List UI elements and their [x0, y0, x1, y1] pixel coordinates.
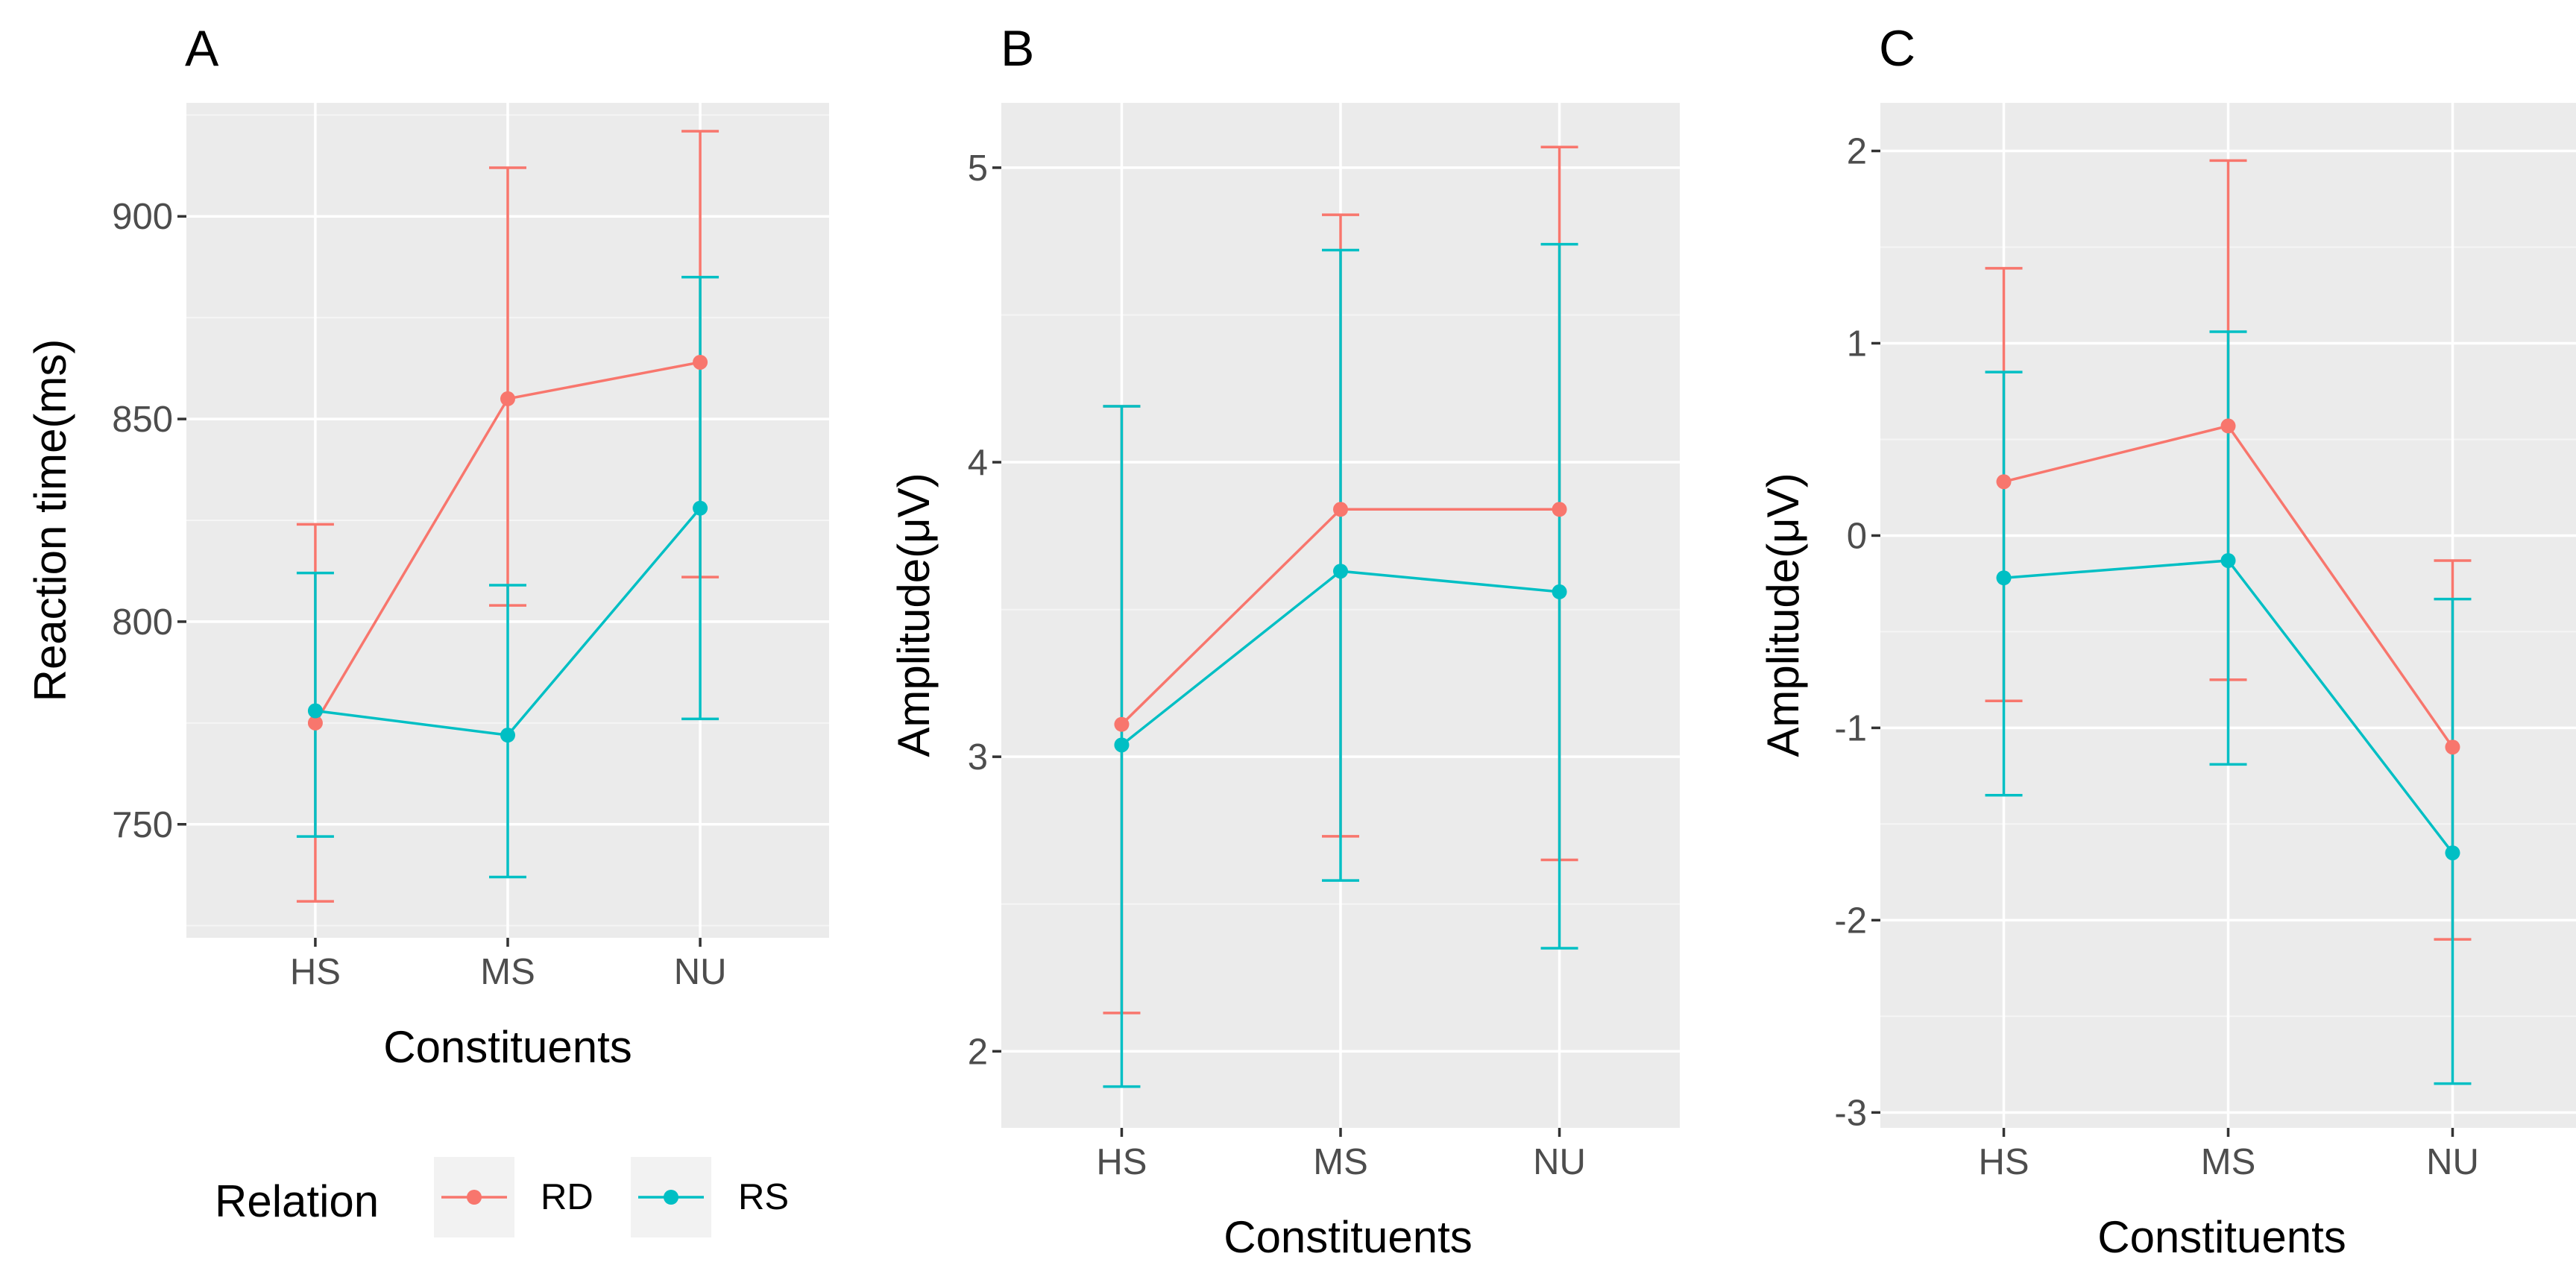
panel-a-y-tick-label: 900 [112, 197, 173, 237]
legend-key-rs-point [664, 1190, 678, 1205]
panel-c-data [1985, 159, 2472, 1085]
panel-a-x-tick-label: HS [290, 952, 341, 992]
panel-b-point-rs [1114, 737, 1130, 753]
panel-b-y-tick-label: 2 [968, 1032, 988, 1072]
panel-c-errorbar-rs [2434, 597, 2472, 1085]
panel-b: B 2 3 4 5 HS MS NU Constituents Amplitude(μV) [889, 20, 1680, 1262]
panel-c-point-rs [2220, 552, 2236, 568]
panel-a-point-rs [693, 500, 708, 516]
panel-c-point-rs [2445, 845, 2460, 861]
panel-a-point-rs [307, 703, 323, 719]
panel-a-errorbar-rs [681, 276, 719, 721]
panel-a-x-tick-label: MS [480, 952, 535, 992]
panel-c-y-tick-label: 0 [1847, 516, 1867, 556]
legend-key-rd-point [467, 1190, 482, 1205]
panel-c-x-axis-title: Constituents [2097, 1212, 2346, 1262]
legend-label-rs: RS [738, 1177, 789, 1217]
panel-c: C -3 -2 -1 0 1 2 HS MS NU Constituents Amplitud… [1758, 20, 2576, 1262]
panel-b-point-rd [1333, 502, 1348, 517]
panel-a-x-ticks: HS MS NU [290, 938, 727, 992]
panel-b-x-tick-label: MS [1313, 1142, 1368, 1182]
panel-b-point-rs [1552, 584, 1567, 599]
panel-c-y-tick-label: -3 [1834, 1093, 1867, 1133]
panel-c-point-rs [1996, 570, 2012, 586]
panel-b-y-tick-label: 3 [968, 737, 988, 778]
panel-b-data [1103, 145, 1578, 1088]
panel-c-y-ticks: -3 -2 -1 0 1 2 [1834, 131, 1880, 1133]
panel-c-point-rd [2220, 418, 2236, 434]
panel-c-y-axis-title: Amplitude(μV) [1758, 473, 1808, 757]
panel-a-point-rd [307, 715, 323, 731]
panel-a-letter: A [185, 20, 219, 77]
panel-c-errorbar-rs [2209, 330, 2247, 766]
panel-a-x-tick-label: NU [674, 952, 727, 992]
panel-c-x-ticks: HS MS NU [1978, 1128, 2479, 1182]
panel-c-y-tick-label: -2 [1834, 901, 1867, 941]
panel-a-point-rd [500, 391, 515, 406]
panel-b-point-rs [1333, 564, 1348, 579]
panel-c-y-tick-label: 1 [1847, 324, 1867, 364]
panel-a-data [296, 130, 719, 903]
panel-c-x-tick-label: MS [2201, 1142, 2256, 1182]
panel-c-y-tick-label: -1 [1834, 708, 1867, 748]
legend: Relation RD RS [215, 1157, 789, 1237]
panel-a: A 750 800 850 900 HS MS NU Constituents React… [25, 20, 829, 1072]
panel-c-point-rd [2445, 739, 2460, 755]
panel-c-point-rd [1996, 474, 2012, 490]
panel-b-x-tick-label: HS [1096, 1142, 1147, 1182]
panel-b-x-axis-title: Constituents [1224, 1212, 1473, 1262]
legend-title: Relation [215, 1176, 379, 1226]
panel-a-y-tick-label: 750 [112, 805, 173, 845]
panel-b-y-tick-label: 4 [968, 443, 988, 483]
panel-b-point-rd [1552, 502, 1567, 517]
panel-a-y-tick-label: 800 [112, 602, 173, 643]
panel-c-letter: C [1879, 20, 1915, 77]
panel-a-point-rs [500, 728, 515, 743]
panel-c-y-tick-label: 2 [1847, 131, 1867, 171]
panel-b-x-tick-label: NU [1533, 1142, 1586, 1182]
panel-b-point-rd [1114, 716, 1130, 732]
panel-b-letter: B [1001, 20, 1034, 77]
panel-b-y-tick-label: 5 [968, 148, 988, 189]
panel-b-x-ticks: HS MS NU [1096, 1128, 1586, 1182]
panel-c-x-tick-label: HS [1978, 1142, 2029, 1182]
legend-label-rd: RD [541, 1177, 593, 1217]
panel-b-y-ticks: 2 3 4 5 [968, 148, 1001, 1072]
panel-a-y-tick-label: 850 [112, 400, 173, 440]
panel-b-y-axis-title: Amplitude(μV) [889, 473, 939, 757]
panel-c-x-tick-label: NU [2426, 1142, 2479, 1182]
panel-a-y-axis-title: Reaction time(ms) [25, 339, 75, 702]
panel-a-y-ticks: 750 800 850 900 [112, 197, 186, 845]
panel-a-x-axis-title: Constituents [383, 1022, 632, 1072]
panel-a-point-rd [693, 354, 708, 370]
